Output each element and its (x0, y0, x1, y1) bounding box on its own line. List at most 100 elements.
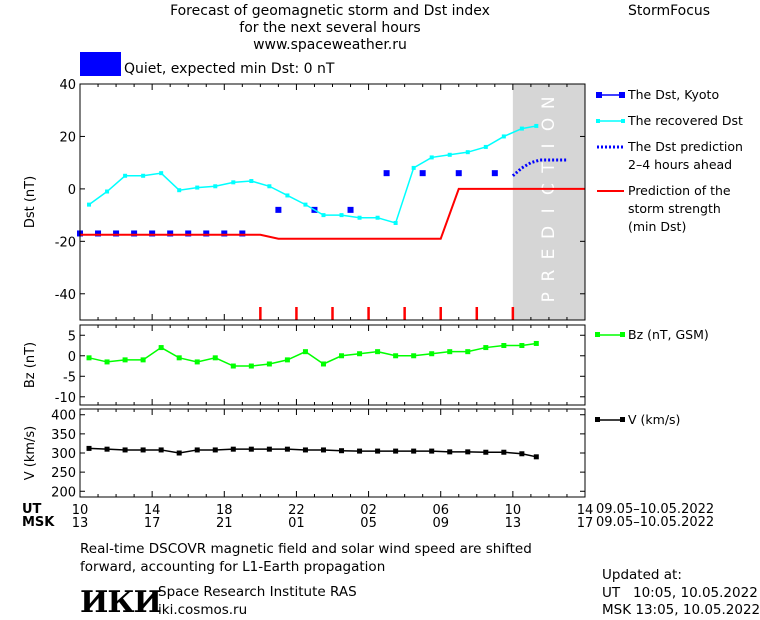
recovered-dst-point (87, 202, 92, 207)
recovered-dst-point (483, 144, 488, 149)
recovered-dst-point (159, 171, 164, 176)
prediction-letter: T (539, 162, 559, 174)
bz-point (483, 345, 489, 351)
bz-point (122, 357, 128, 363)
y-axis-label: V (km/s) (23, 426, 38, 481)
ut-tick-label: 18 (216, 503, 233, 518)
recovered-dst-point (375, 215, 380, 220)
recovered-dst-point (519, 126, 524, 131)
recovered-dst-point (213, 184, 218, 189)
updated-ut: UT 10:05, 10.05.2022 (602, 585, 758, 601)
bz-point (411, 353, 417, 359)
legend-kyoto-marker (619, 92, 625, 98)
updated-msk: MSK 13:05, 10.05.2022 (602, 602, 760, 618)
recovered-dst-point (393, 220, 398, 225)
prediction-region (512, 84, 585, 320)
dst-kyoto-point (455, 170, 462, 177)
dst-kyoto-point (113, 230, 120, 237)
ut-tick-label: 22 (288, 503, 305, 518)
chart-title: Forecast of geomagnetic storm and Dst in… (110, 3, 550, 54)
speed-point (447, 449, 453, 455)
speed-point (248, 446, 254, 452)
storm-strength-line (80, 187, 585, 240)
legend-v-marker (620, 417, 625, 422)
legend-strength-line-3: (min Dst) (628, 219, 687, 234)
speed-point (176, 450, 182, 456)
recovered-dst-point (123, 173, 128, 178)
msk-tick-label: 17 (577, 516, 594, 531)
y-tick-label: 350 (51, 428, 76, 443)
speed-point (411, 448, 417, 454)
speed-point (357, 448, 363, 454)
legend-prediction: The Dst prediction 2–4 hours ahead (628, 138, 743, 174)
org-site[interactable]: iki.cosmos.ru (158, 602, 248, 618)
bz-point (86, 355, 92, 361)
footer-note: Real-time DSCOVR magnetic field and sola… (80, 540, 532, 576)
prediction-letter: O (539, 118, 559, 131)
y-tick-label: 5 (68, 329, 76, 344)
recovered-dst-point (429, 155, 434, 160)
speed-point (140, 447, 146, 453)
dst-kyoto-point (149, 230, 156, 237)
y-tick-label: 200 (51, 485, 76, 500)
legend-strength-line-2: storm strength (628, 201, 721, 216)
bz-point (302, 349, 308, 355)
y-tick-label: -5 (63, 370, 76, 385)
dst-kyoto-point (221, 230, 228, 237)
legend-recovered-marker (596, 119, 600, 123)
y-tick-label: 40 (59, 78, 76, 93)
speed-point (230, 446, 236, 452)
panel-frame (79, 324, 586, 406)
y-tick-label: 400 (51, 409, 76, 424)
speed-point (284, 446, 290, 452)
iki-logo: ИКИ (80, 585, 162, 620)
ut-label: UT (22, 502, 42, 517)
recovered-dst-point (303, 202, 308, 207)
speed-point (104, 446, 110, 452)
bz-point (230, 363, 236, 369)
dst-kyoto-point (347, 206, 354, 213)
legend-v: V (km/s) (628, 412, 681, 427)
y-axis-label: Bz (nT) (23, 342, 38, 388)
recovered-dst-line (88, 125, 537, 224)
prediction-letter: E (539, 249, 559, 260)
prediction-letter: D (539, 226, 559, 239)
msk-range: 09.05–10.05.2022 (596, 515, 715, 530)
bz-point (248, 363, 254, 369)
bz-point (176, 355, 182, 361)
recovered-dst-point (534, 123, 539, 128)
speed-point (375, 448, 381, 454)
recovered-dst-point (249, 179, 254, 184)
bz-line (88, 342, 537, 367)
bz-point (266, 361, 272, 367)
legend-strength-line-1: Prediction of the (628, 183, 731, 198)
dst-kyoto-point (167, 230, 174, 237)
legend-bz-marker (620, 332, 625, 337)
msk-tick-label: 21 (216, 516, 233, 531)
y-tick-label: 300 (51, 447, 76, 462)
panel-frame (79, 408, 586, 498)
status-swatch (80, 52, 121, 76)
speed-point (86, 445, 92, 451)
legend-bz: Bz (nT, GSM) (628, 327, 709, 342)
footer-note-line-1: Real-time DSCOVR magnetic field and sola… (80, 541, 532, 557)
title-url[interactable]: www.spaceweather.ru (253, 37, 407, 53)
recovered-dst-point (177, 188, 182, 193)
brand-name: StormFocus (628, 3, 711, 19)
speed-point (320, 447, 326, 453)
msk-tick-label: 09 (432, 516, 449, 531)
speed-point (429, 448, 435, 454)
ut-range: 09.05–10.05.2022 (596, 502, 715, 517)
updated-label: Updated at: (602, 567, 682, 583)
ut-tick-label: 06 (432, 503, 449, 518)
legend-bz-marker (595, 332, 600, 337)
dst-prediction-line (511, 158, 567, 177)
msk-tick-label: 17 (144, 516, 161, 531)
legend-strength: Prediction of the storm strength (min Ds… (628, 182, 731, 236)
footer-note-line-2: forward, accounting for L1-Earth propaga… (80, 559, 386, 575)
prediction-letter: R (539, 270, 559, 282)
dst-kyoto-point (185, 230, 192, 237)
speed-point (393, 448, 399, 454)
bz-point (375, 349, 381, 355)
